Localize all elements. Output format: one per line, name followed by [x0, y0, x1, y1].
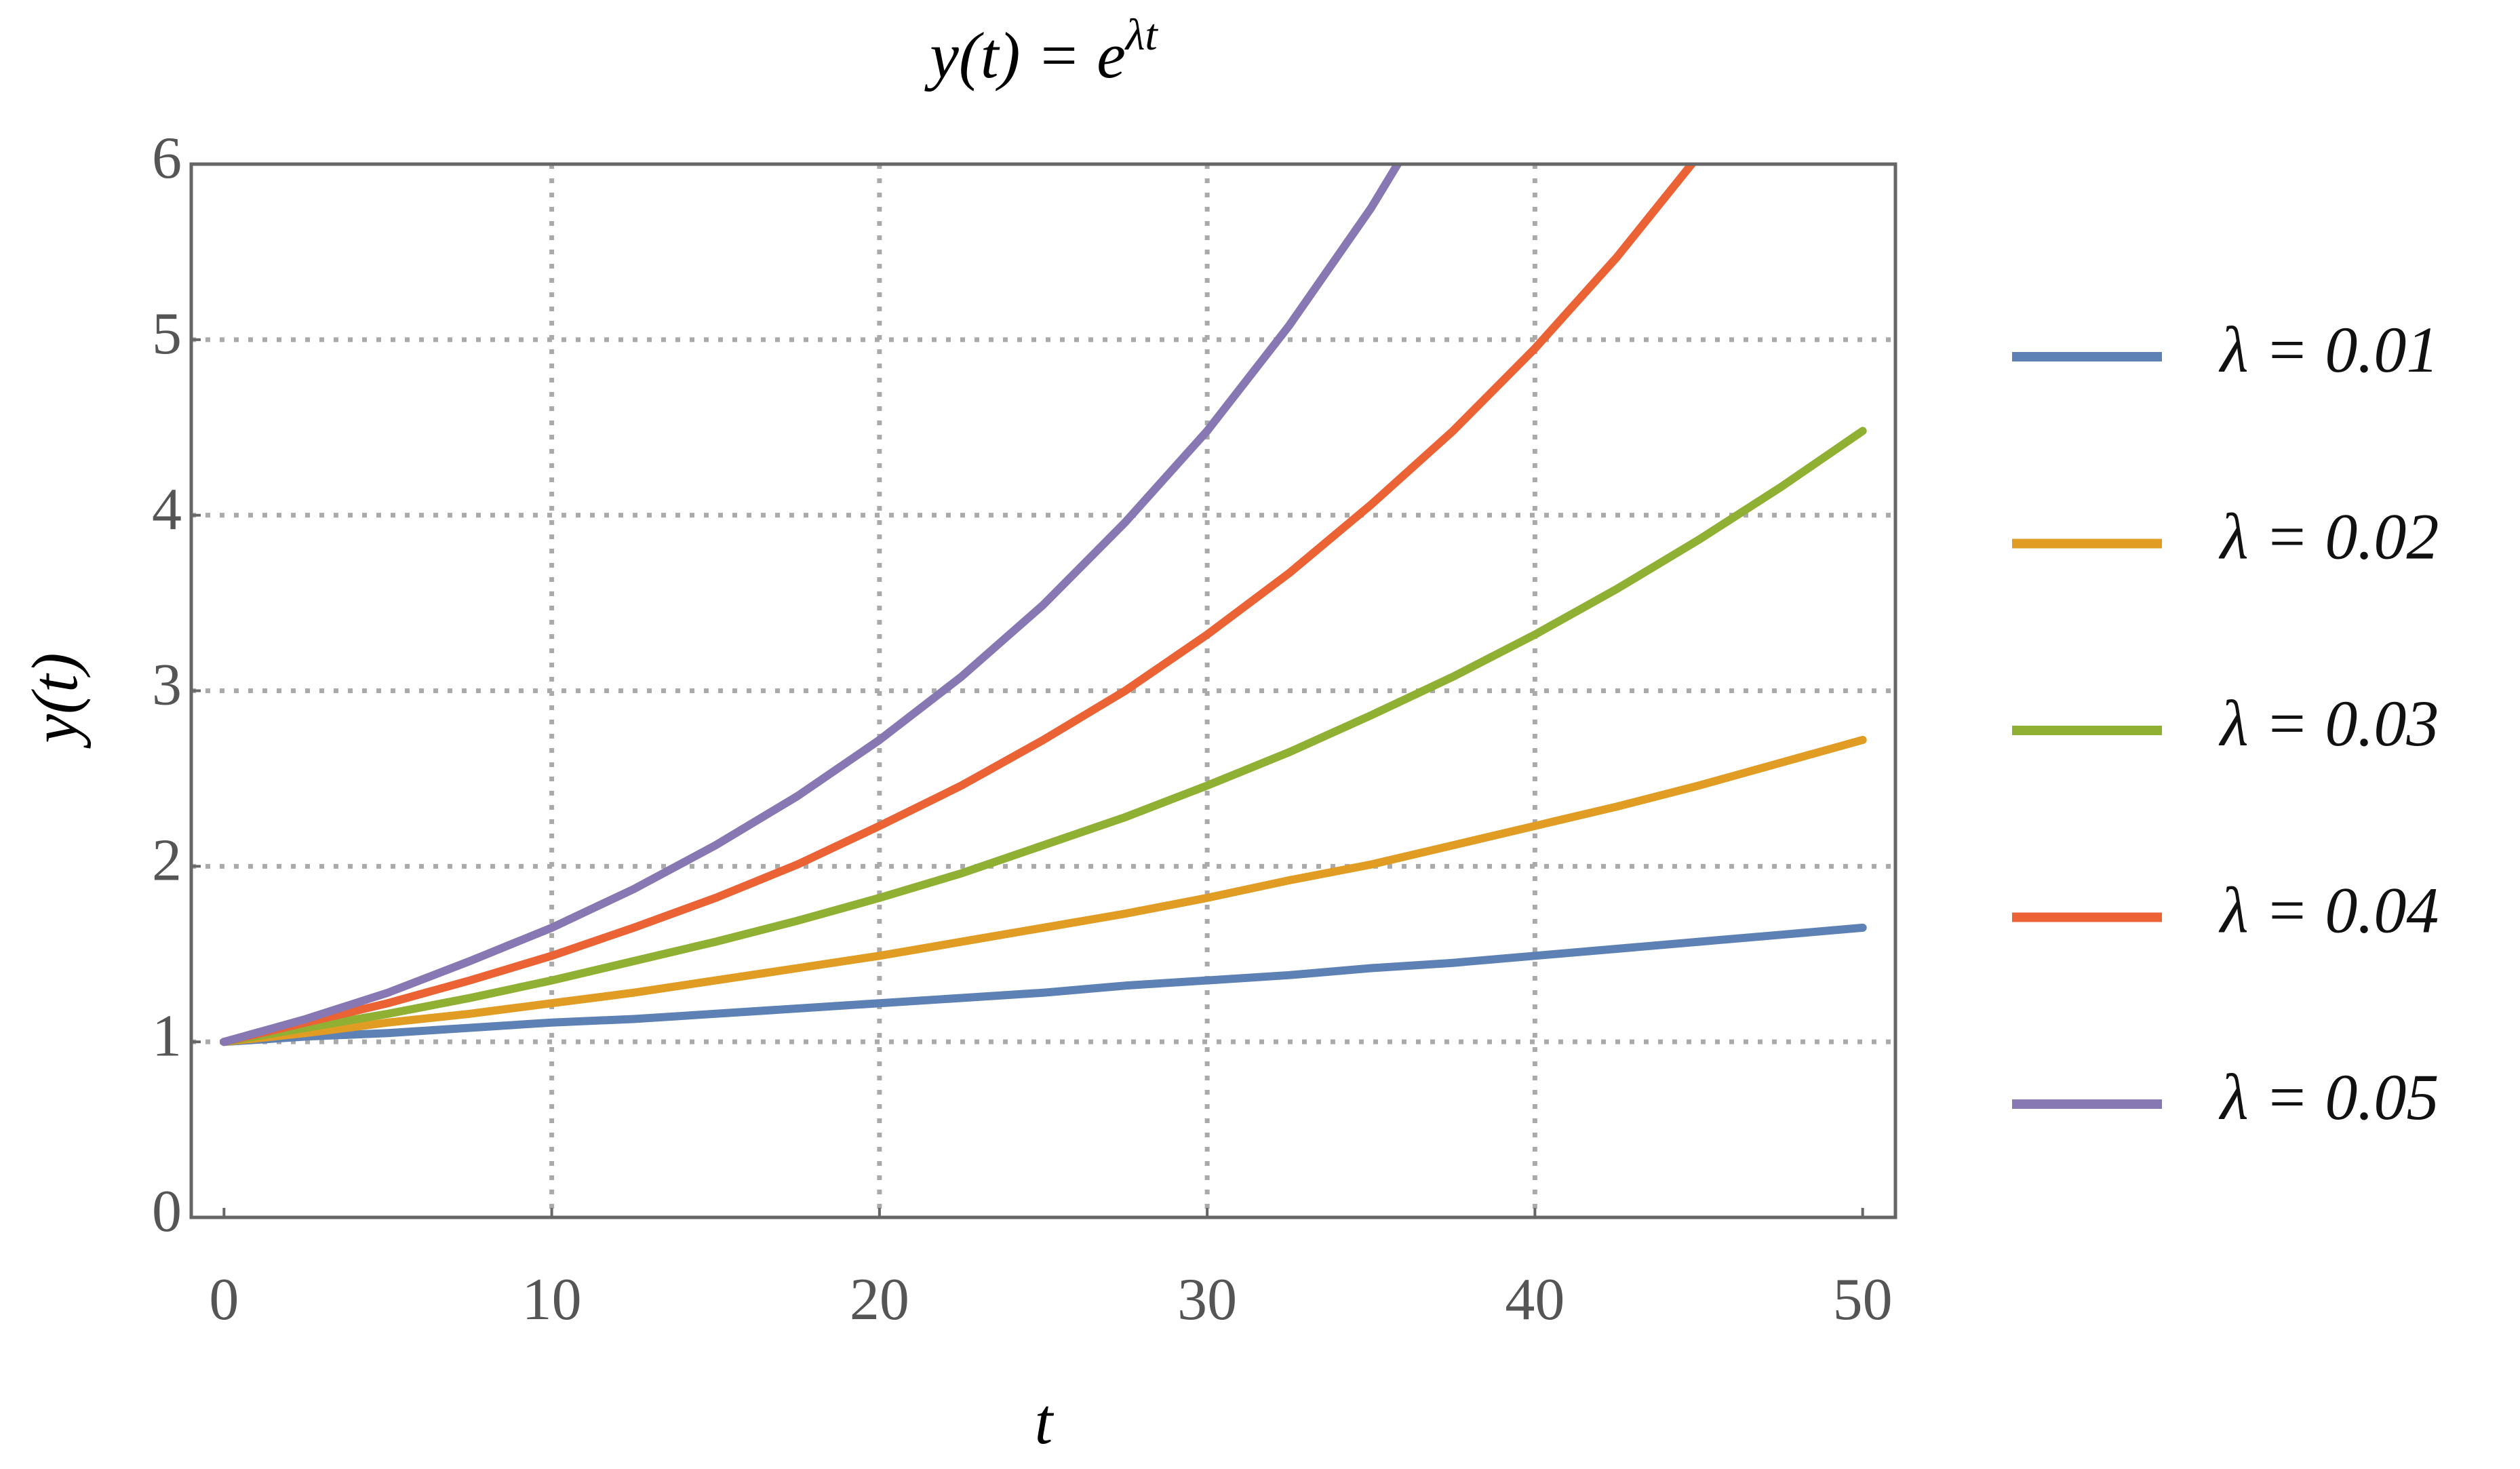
y-tick-label: 4	[152, 477, 182, 543]
y-tick-label: 2	[152, 828, 182, 894]
x-tick-label: 50	[1833, 1267, 1893, 1333]
title-superscript: λt	[1124, 10, 1159, 60]
data-line	[220, 923, 1867, 1046]
legend-label: λ = 0.04	[2218, 874, 2439, 947]
data-line	[220, 427, 1867, 1046]
chart-title: y(t) = eλt	[924, 10, 1158, 92]
data-line	[220, 736, 1867, 1046]
title-base: y(t) = e	[924, 19, 1126, 92]
y-tick-label: 0	[152, 1179, 182, 1245]
grid	[191, 164, 1895, 1217]
plot-frame	[189, 162, 1897, 1219]
x-tick-label: 0	[209, 1267, 239, 1333]
legend-label: λ = 0.02	[2218, 501, 2439, 573]
y-tick-label: 3	[152, 652, 182, 718]
x-tick-label: 30	[1177, 1267, 1237, 1333]
x-tick-label: 20	[850, 1267, 909, 1333]
legend-label: λ = 0.03	[2218, 687, 2439, 760]
x-axis-label: t	[1035, 1385, 1055, 1457]
plot-area	[220, 164, 1867, 1046]
data-line	[220, 164, 1697, 1046]
data-line	[220, 164, 1403, 1046]
y-tick-label: 5	[152, 301, 182, 367]
x-tick-label: 10	[522, 1267, 582, 1333]
legend-label: λ = 0.01	[2218, 313, 2439, 386]
x-tick-label: 40	[1505, 1267, 1564, 1333]
legend-label: λ = 0.05	[2218, 1061, 2439, 1133]
y-tick-label: 1	[152, 1003, 182, 1069]
y-axis-label: y(t)	[18, 652, 91, 749]
y-tick-label: 6	[152, 125, 182, 191]
